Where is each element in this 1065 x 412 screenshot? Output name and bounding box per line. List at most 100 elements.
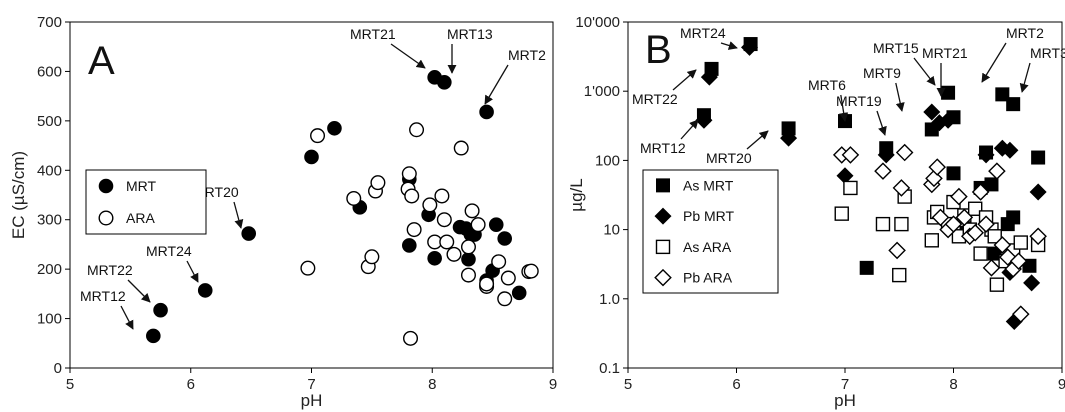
data-point	[955, 208, 974, 227]
data-point	[928, 158, 947, 176]
data-point	[982, 259, 1001, 277]
annotation-arrow	[720, 41, 738, 50]
annotation-arrow	[390, 43, 426, 69]
y-tick-label: 200	[37, 261, 62, 278]
data-point	[843, 180, 858, 196]
data-point	[931, 208, 950, 227]
data-point	[461, 251, 476, 267]
data-point	[859, 260, 874, 275]
y-tick-label: 400	[37, 162, 62, 179]
legend-label: As MRT	[683, 177, 734, 193]
data-point	[977, 215, 995, 233]
data-point	[998, 248, 1017, 266]
annotation-label: MRT12	[640, 140, 686, 156]
data-point	[409, 122, 425, 138]
data-point	[924, 233, 939, 248]
annotation-label: MRT9	[863, 65, 901, 81]
series-ara	[300, 122, 539, 346]
panel-a-chart: 5 6 7 8 9 0 100 200 300 400 500 600 700 pH EC (µS/cm) A…	[9, 14, 557, 410]
data-point	[987, 246, 1002, 261]
data-point	[1013, 235, 1028, 250]
data-point	[511, 285, 527, 301]
annotation-arrow	[746, 130, 769, 150]
legend-label: Pb ARA	[683, 270, 733, 286]
panel-b-chart: 5 6 7 8 9 0.1 1.0 10 100 1'000 10'000 pH µg/L B MRT24 M…	[567, 14, 1065, 410]
y-tick-label: 100	[37, 311, 62, 328]
data-point	[946, 166, 961, 181]
data-point	[153, 302, 168, 318]
data-point	[327, 120, 342, 136]
x-tick-label: 5	[624, 376, 632, 393]
data-point	[939, 111, 957, 129]
annotation-label: MRT24	[146, 243, 192, 259]
data-point	[834, 206, 849, 221]
data-point	[403, 330, 419, 346]
data-point	[875, 216, 891, 232]
data-point	[470, 217, 486, 233]
x-tick-label: 8	[428, 376, 436, 393]
x-tick-label: 8	[949, 376, 957, 393]
data-point	[695, 111, 713, 129]
annotation-arrow	[672, 69, 697, 91]
legend-label: As ARA	[683, 239, 732, 255]
data-point	[437, 75, 452, 90]
data-point	[1011, 305, 1030, 323]
data-point	[968, 201, 983, 216]
annotation-arrow	[186, 260, 199, 283]
annotation-arrow	[120, 305, 134, 330]
panel-label: B	[645, 28, 672, 72]
y-tick-label: 1'000	[584, 83, 620, 100]
legend-marker	[656, 178, 670, 193]
y-tick-label: 10'000	[575, 14, 620, 31]
data-point	[370, 175, 386, 191]
x-tick-label: 7	[841, 376, 849, 393]
data-point	[497, 291, 513, 307]
legend-label: ARA	[126, 210, 155, 226]
annotation-arrow	[876, 110, 887, 136]
data-point	[491, 254, 507, 270]
data-point	[780, 129, 798, 147]
data-point	[700, 68, 718, 86]
x-tick-label: 5	[66, 376, 74, 393]
y-tick-label: 500	[37, 113, 62, 130]
data-point	[497, 231, 513, 246]
y-axis-label: EC (µS/cm)	[9, 151, 28, 239]
data-point	[1023, 274, 1041, 292]
data-point	[439, 234, 455, 250]
data-point	[346, 190, 362, 206]
annotation-label: MRT3	[1030, 45, 1065, 61]
legend-label: MRT	[126, 178, 157, 194]
data-point	[300, 260, 316, 276]
legend-marker	[98, 178, 114, 194]
data-point	[838, 114, 852, 129]
annotation-label: MRT12	[80, 288, 126, 304]
data-point	[304, 149, 319, 165]
y-axis-label: µg/L	[567, 178, 586, 211]
data-point	[741, 38, 759, 56]
data-point	[479, 276, 495, 292]
x-axis-label: pH	[834, 391, 856, 410]
x-tick-label: 6	[732, 376, 740, 393]
data-point	[973, 246, 988, 261]
annotation-label: MRT21	[922, 45, 968, 61]
annotation-label: MRT20	[706, 150, 752, 166]
data-point	[1022, 258, 1037, 273]
x-axis-label: pH	[301, 391, 323, 410]
data-point	[950, 187, 968, 206]
legend-label: Pb MRT	[683, 208, 735, 224]
data-point	[966, 223, 984, 242]
data-point	[364, 249, 380, 265]
data-point	[1001, 141, 1019, 159]
data-point	[987, 229, 1002, 244]
data-point	[406, 222, 422, 238]
annotation-label: MRT6	[808, 77, 846, 93]
data-point	[995, 87, 1010, 102]
data-point	[923, 103, 941, 121]
data-point	[241, 226, 257, 241]
data-point	[523, 263, 539, 279]
data-point	[894, 216, 909, 232]
y-tick-label: 700	[37, 14, 62, 31]
data-point	[895, 143, 914, 162]
data-point	[1009, 252, 1028, 270]
